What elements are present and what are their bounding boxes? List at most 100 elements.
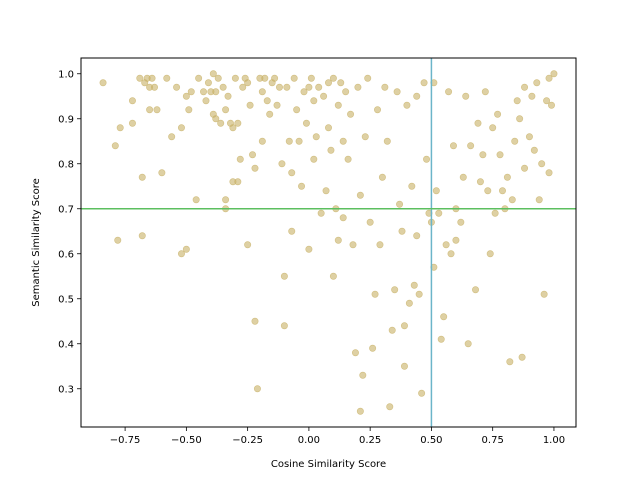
data-point [405,299,413,307]
data-point [410,281,418,289]
data-point [430,79,438,87]
data-point [305,245,313,253]
data-point [271,74,279,82]
data-point [246,101,254,109]
data-point [244,241,252,249]
data-point [545,169,553,177]
data-point [204,79,212,87]
data-point [364,74,372,82]
data-point [423,155,431,163]
data-point [533,79,541,87]
data-point [445,88,453,96]
data-point [283,83,291,91]
data-point [253,385,261,393]
x-tick-label: −0.75 [110,435,141,446]
data-point [400,322,408,330]
data-point [396,200,404,208]
x-tick-label: −0.25 [232,435,263,446]
data-point [381,83,389,91]
data-point [550,70,558,78]
data-point [440,313,448,321]
data-point [168,133,176,141]
data-point [329,74,337,82]
data-point [511,137,519,145]
data-point [322,187,330,195]
data-point [498,187,506,195]
data-point [521,83,529,91]
data-point [339,214,347,222]
data-point [305,83,313,91]
data-point [327,146,335,154]
data-point [535,196,543,204]
data-point [222,106,230,114]
plot-frame [80,57,577,428]
data-point [138,173,146,181]
data-point [298,182,306,190]
data-point [521,164,529,172]
data-point [361,133,369,141]
data-point [234,119,242,127]
data-point [185,106,193,114]
data-point [280,322,288,330]
data-point [136,74,144,82]
y-tick-label: 0.6 [58,249,74,260]
data-point [359,371,367,379]
data-point [516,115,524,123]
data-point [177,124,185,132]
data-point [128,119,136,127]
data-point [258,137,266,145]
data-point [540,290,548,298]
threshold-lines [81,58,576,427]
data-point [288,227,296,235]
data-point [146,106,154,114]
y-tick-label: 1.0 [58,69,74,80]
data-point [430,263,438,271]
data-point [263,97,271,105]
data-point [128,97,136,105]
data-point [538,160,546,168]
data-point [212,88,220,96]
data-point [200,88,208,96]
data-point [293,106,301,114]
data-point [315,83,323,91]
data-point [278,160,286,168]
data-point [356,407,364,415]
data-point [449,142,457,150]
data-point [398,227,406,235]
data-point [312,133,320,141]
data-point [474,119,482,127]
points-layer [99,70,558,415]
data-point [249,151,257,159]
data-point [280,272,288,280]
data-point [476,178,484,186]
data-point [261,74,269,82]
data-point [222,196,230,204]
data-point [148,74,156,82]
data-point [403,101,411,109]
data-point [266,110,274,118]
x-tick-label: 1.00 [543,435,565,446]
data-point [300,88,308,96]
data-point [290,74,298,82]
data-point [288,169,296,177]
data-point [116,124,124,132]
data-point [182,245,190,253]
data-point [307,74,315,82]
data-point [432,187,440,195]
data-point [342,88,350,96]
data-point [151,83,159,91]
data-point [231,74,239,82]
data-point [317,209,325,217]
data-point [369,344,377,352]
data-point [437,335,445,343]
data-point [354,83,362,91]
data-point [347,110,355,118]
data-point [195,74,203,82]
data-point [479,151,487,159]
data-point [420,79,428,87]
data-point [472,286,480,294]
data-point [251,317,259,325]
data-point [496,151,504,159]
y-axis: 0.3 0.4 0.5 0.6 0.7 0.8 0.9 1.0 [58,69,81,395]
data-point [386,403,394,411]
